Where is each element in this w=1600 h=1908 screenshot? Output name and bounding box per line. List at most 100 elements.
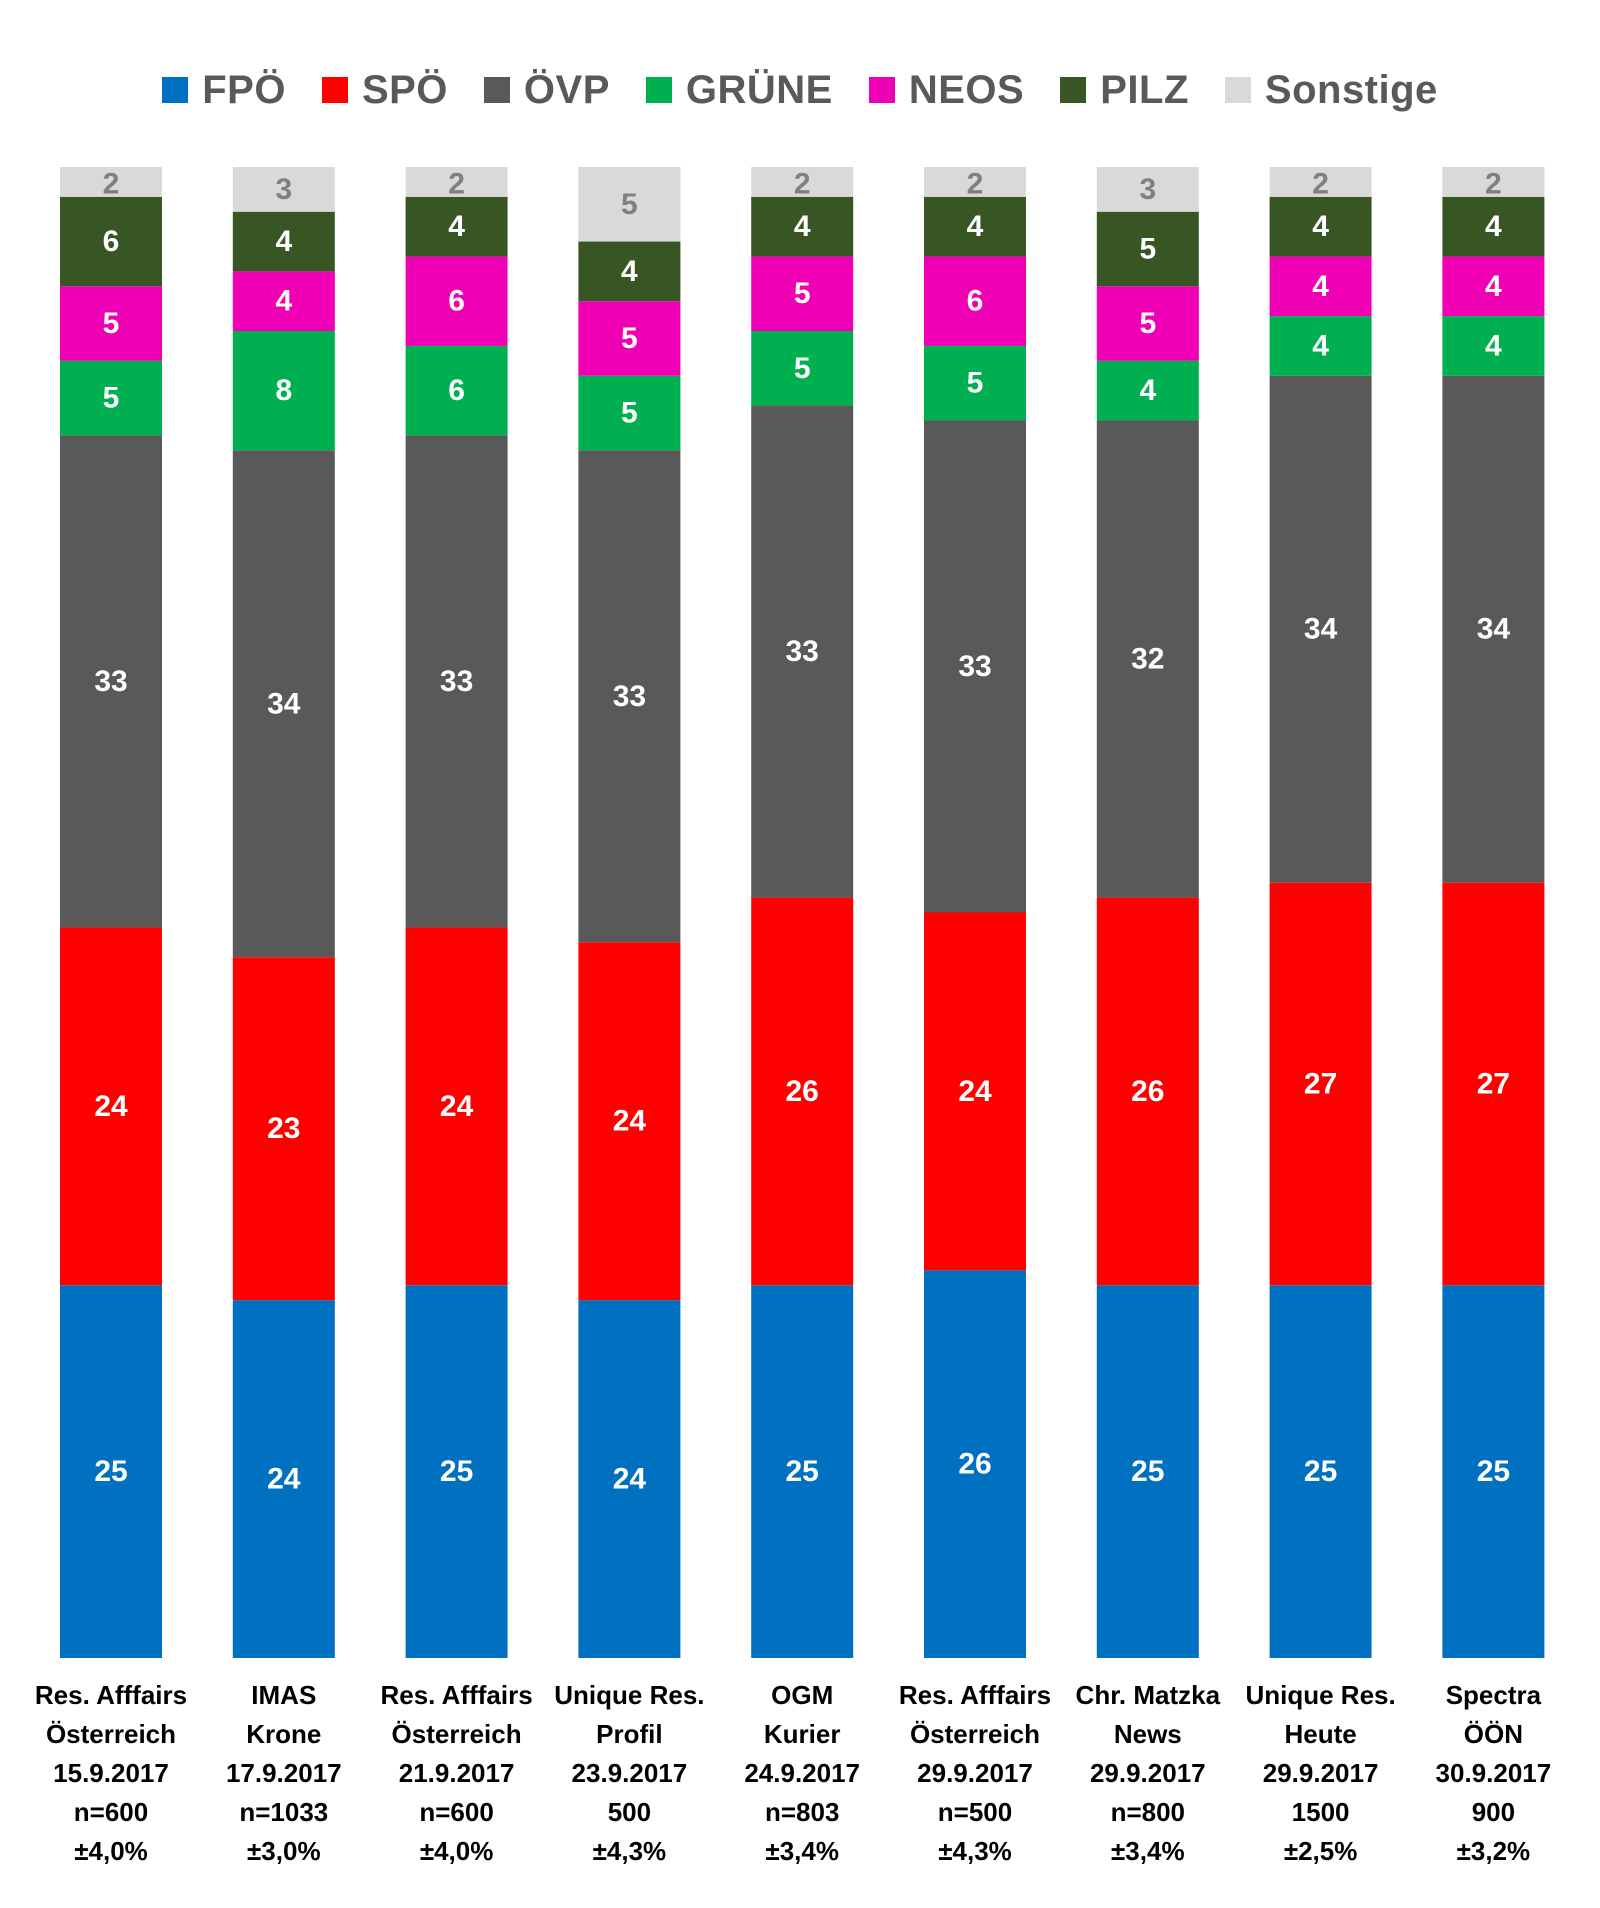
bar-stack: 24 23 34 8 4 4 3 (232, 167, 335, 1658)
x-tick-label: Unique Res. Heute 29.9.2017 1500 ±2,5% (1236, 1676, 1406, 1871)
data-label: 3 (275, 173, 292, 206)
data-label: 2 (794, 168, 811, 201)
x-tick-label-line: 24.9.2017 (744, 1758, 861, 1788)
x-tick-label-line: 29.9.2017 (1089, 1758, 1206, 1788)
x-tick-label-line: n=600 (73, 1797, 149, 1827)
x-tick-label-line: ±4,0% (419, 1836, 494, 1866)
legend-label: FPÖ (202, 67, 286, 112)
x-tick-label-line: Res. Afffairs (898, 1680, 1052, 1710)
bar-segment-övp (232, 450, 335, 958)
bar-segment-pilz (405, 196, 508, 257)
data-label: 24 (267, 1463, 301, 1496)
data-label: 32 (1131, 643, 1164, 676)
data-label: 33 (440, 665, 473, 698)
legend-label: SPÖ (361, 67, 448, 112)
data-label: 4 (1139, 374, 1156, 407)
data-label: 2 (1485, 168, 1502, 201)
bar-segment-spö (60, 927, 162, 1286)
x-tick-label-line: ±4,3% (592, 1836, 667, 1866)
x-tick-label-line: ÖÖN (1463, 1719, 1523, 1749)
bar-segment-spö (1269, 882, 1372, 1286)
data-label: 24 (440, 1090, 474, 1123)
x-tick-label-line: 1500 (1291, 1797, 1350, 1827)
bar-segment-övp (751, 405, 854, 898)
data-label: 4 (1485, 210, 1502, 243)
legend-swatch (162, 77, 189, 103)
x-tick-label-line: n=803 (764, 1797, 840, 1827)
bar-segment-fpö (924, 1270, 1026, 1658)
bar-segment-grüne (232, 331, 335, 451)
x-tick-label-line: ±4,0% (74, 1836, 148, 1866)
x-tick-label-line: 21.9.2017 (398, 1758, 515, 1788)
bar-segment-grüne (60, 360, 162, 436)
legend-swatch (1224, 77, 1251, 103)
bar-segment-neos (232, 271, 335, 332)
x-tick-label-line: Heute (1284, 1719, 1357, 1749)
data-label: 4 (1485, 270, 1502, 303)
legend-label: PILZ (1100, 67, 1189, 112)
bar-segment-grüne (751, 331, 854, 406)
x-tick-label-line: News (1113, 1719, 1182, 1749)
data-label: 5 (1139, 307, 1156, 340)
data-label: 5 (1139, 233, 1156, 266)
data-label: 34 (267, 687, 301, 720)
x-tick-label: OGM Kurier 24.9.2017 n=803 ±3,4% (717, 1676, 887, 1871)
data-label: 4 (275, 225, 292, 258)
x-tick-label-line: ±3,2% (1456, 1836, 1531, 1866)
legend-item-fpö: FPÖ (162, 68, 286, 113)
data-label: 34 (1304, 613, 1338, 646)
x-tick-label-line: Österreich (909, 1719, 1041, 1749)
bar-segment-fpö (232, 1300, 335, 1658)
data-label: 24 (958, 1075, 992, 1108)
bar-segment-sonstige (924, 167, 1026, 197)
data-label: 25 (440, 1455, 473, 1488)
data-label: 34 (1477, 613, 1511, 646)
bar-segment-övp (405, 435, 508, 928)
x-tick-label-line: ±4,3% (938, 1836, 1012, 1866)
x-tick-label-line: Res. Afffairs (34, 1680, 188, 1710)
bar-segment-spö (924, 912, 1026, 1271)
x-tick-label-line: Kurier (763, 1719, 841, 1749)
bar-segment-neos (578, 301, 681, 376)
legend-swatch (321, 77, 348, 103)
legend-label: ÖVP (523, 67, 610, 112)
bar-segment-fpö (405, 1285, 508, 1658)
legend-swatch (1060, 77, 1087, 103)
x-tick-label-line: Österreich (391, 1719, 522, 1749)
data-label: 25 (1131, 1455, 1164, 1488)
x-tick-label-line: 900 (1471, 1797, 1516, 1827)
data-label: 5 (794, 352, 811, 385)
bar-segment-övp (60, 435, 162, 928)
bar-segment-fpö (1442, 1285, 1545, 1658)
bar-segment-grüne (405, 345, 508, 436)
bar-segment-pilz (1269, 196, 1372, 257)
data-label: 25 (94, 1455, 127, 1488)
bar-segment-fpö (751, 1285, 854, 1658)
data-label: 2 (448, 168, 465, 201)
data-label: 5 (794, 277, 811, 310)
bar-stack: 25 27 34 4 4 4 2 (1442, 167, 1545, 1658)
x-tick-label: Chr. Matzka News 29.9.2017 n=800 ±3,4% (1063, 1676, 1233, 1871)
bar-segment-grüne (578, 375, 681, 451)
bar-stack: 24 24 33 5 5 4 5 (578, 167, 681, 1658)
bar-segment-övp (924, 420, 1026, 913)
data-label: 5 (621, 188, 638, 221)
data-label: 4 (1485, 329, 1502, 362)
bar-segment-neos (1269, 256, 1372, 317)
x-tick-label-line: 23.9.2017 (571, 1758, 688, 1788)
bar-segment-grüne (1096, 360, 1199, 421)
x-tick-label-line: Unique Res. (1245, 1680, 1396, 1710)
data-label: 4 (794, 210, 811, 243)
bar-segment-övp (1096, 420, 1199, 898)
bar-segment-grüne (1269, 316, 1372, 376)
x-tick-label-line: 15.9.2017 (53, 1758, 169, 1788)
data-label: 4 (448, 210, 465, 243)
bar-segment-pilz (1442, 196, 1545, 257)
bar-segment-sonstige (1269, 167, 1372, 197)
data-label: 27 (1477, 1067, 1510, 1100)
bar-segment-pilz (924, 196, 1026, 257)
x-tick-label-line: Unique Res. (554, 1680, 705, 1710)
bar-segment-neos (60, 286, 162, 361)
bar-segment-sonstige (751, 167, 854, 197)
legend-item-pilz: PILZ (1060, 68, 1189, 113)
